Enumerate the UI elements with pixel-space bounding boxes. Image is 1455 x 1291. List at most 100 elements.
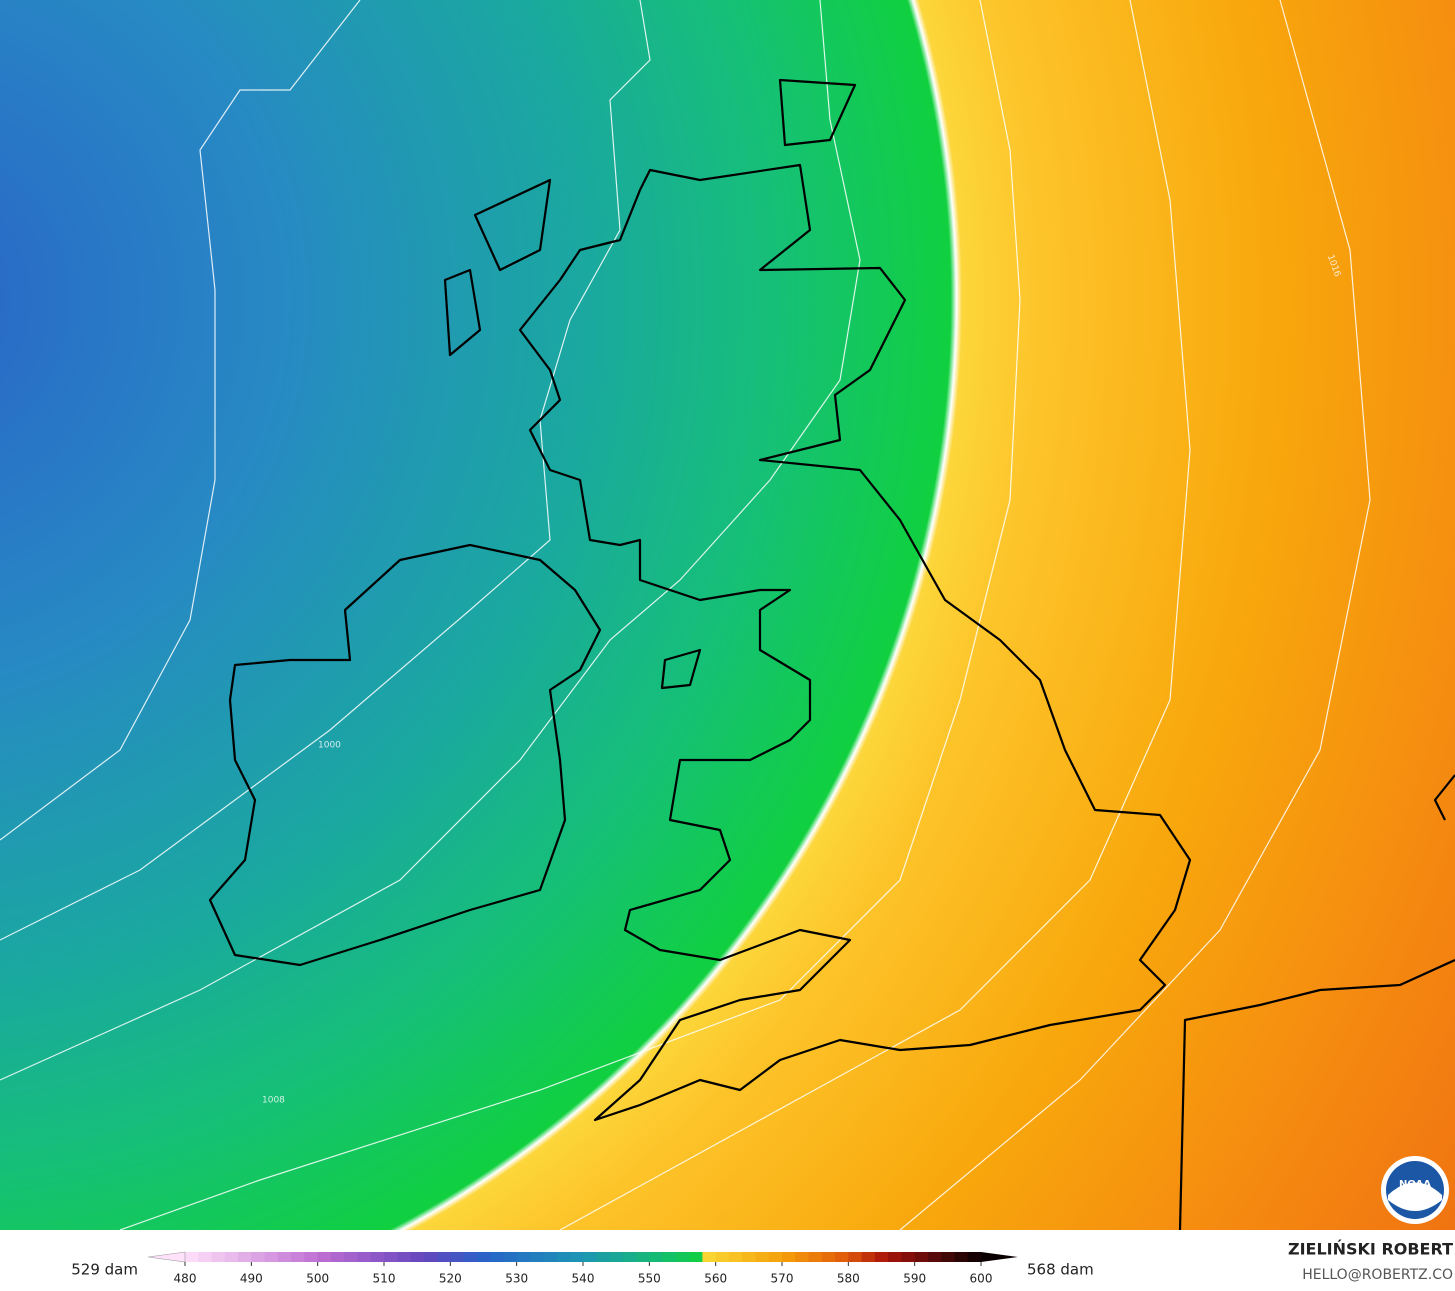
isobar xyxy=(0,0,861,1081)
isobars: 1000 1008 1016 xyxy=(0,0,1370,1230)
colorbar-segment xyxy=(755,1252,770,1262)
colorbar-segment xyxy=(330,1252,345,1262)
colorbar-segment xyxy=(251,1252,266,1262)
continent-coast xyxy=(1178,958,1455,1231)
colorbar-tick-label: 540 xyxy=(572,1272,595,1286)
colorbar-segment xyxy=(423,1252,438,1262)
coastlines xyxy=(208,78,1455,1231)
colorbar-segment xyxy=(583,1252,597,1262)
colorbar-segment xyxy=(198,1252,213,1262)
colorbar-segment xyxy=(476,1252,491,1262)
colorbar-segment xyxy=(264,1252,279,1262)
colorbar-tick-label: 490 xyxy=(240,1272,263,1286)
colorbar-segment xyxy=(357,1252,372,1262)
colorbar-segment xyxy=(370,1252,385,1262)
colorbar-tick-label: 530 xyxy=(505,1272,528,1286)
colorbar-tick-label: 550 xyxy=(638,1272,661,1286)
colorbar-segment xyxy=(728,1252,743,1262)
noaa-logo: NOAA xyxy=(1381,1156,1449,1224)
colorbar-tick-label: 480 xyxy=(174,1272,197,1286)
colorbar-extend-low xyxy=(147,1251,186,1263)
colorbar-segment xyxy=(649,1252,664,1262)
island-coast xyxy=(443,268,482,357)
colorbar-segment xyxy=(397,1252,412,1262)
colorbar-segment xyxy=(835,1252,849,1262)
colorbar-segment xyxy=(954,1252,969,1262)
colorbar-segment xyxy=(927,1252,942,1262)
colorbar-segment xyxy=(211,1252,226,1262)
isobar xyxy=(0,0,361,841)
logo-wave xyxy=(1388,1182,1442,1211)
colorbar-segment xyxy=(689,1252,703,1262)
island-coast xyxy=(778,78,857,147)
ireland-coast xyxy=(208,543,602,967)
colorbar-tick-label: 520 xyxy=(439,1272,462,1286)
colorbar-segment xyxy=(437,1252,451,1262)
colorbar-segment xyxy=(277,1252,292,1262)
colorbar-tick-label: 570 xyxy=(771,1272,794,1286)
credit-email: HELLO@ROBERTZ.CO xyxy=(1302,1267,1453,1283)
colorbar-segment xyxy=(848,1252,863,1262)
colorbar-segment xyxy=(556,1252,571,1262)
colorbar-segment xyxy=(808,1252,823,1262)
isobar xyxy=(559,0,1191,1231)
colorbar-segment xyxy=(914,1252,929,1262)
colorbar-segment xyxy=(795,1252,810,1262)
colorbar-segment xyxy=(463,1252,478,1262)
colorbar-tick-label: 510 xyxy=(373,1272,396,1286)
colorbar-segment xyxy=(901,1252,916,1262)
colorbar-segment xyxy=(317,1252,332,1262)
colorbar-segment xyxy=(715,1252,730,1262)
colorbar-min-label: 529 dam xyxy=(71,1261,138,1279)
britain-coast xyxy=(518,163,1192,1122)
colorbar-segment xyxy=(185,1252,199,1262)
colorbar-tick-label: 580 xyxy=(837,1272,860,1286)
colorbar-segment xyxy=(702,1252,717,1262)
colorbar-tick-label: 600 xyxy=(970,1272,993,1286)
colorbar-segment xyxy=(622,1252,637,1262)
colorbar-segment xyxy=(238,1252,252,1262)
colorbar-tick-label: 500 xyxy=(306,1272,329,1286)
colorbar-max-label: 568 dam xyxy=(1027,1261,1094,1279)
colorbar-segment xyxy=(874,1252,889,1262)
isobar-label: 1000 xyxy=(318,741,341,751)
colorbar-segment xyxy=(224,1252,239,1262)
colorbar-segment xyxy=(450,1252,465,1262)
colorbar-segment xyxy=(516,1252,531,1262)
colorbar-segment xyxy=(596,1252,611,1262)
colorbar-segment xyxy=(782,1252,796,1262)
colorbar-segment xyxy=(768,1252,783,1262)
colorbar-segment xyxy=(490,1252,504,1262)
colorbar-segment xyxy=(529,1252,544,1262)
colorbar-segment xyxy=(967,1252,982,1262)
colorbar-segment xyxy=(503,1252,518,1262)
colorbar-segment xyxy=(384,1252,398,1262)
continent-coast xyxy=(1433,774,1455,821)
colorbar-segment xyxy=(291,1252,305,1262)
colorbar-segment xyxy=(569,1252,584,1262)
colorbar-segment xyxy=(636,1252,650,1262)
colorbar-extend-high xyxy=(981,1252,1018,1262)
island-coast xyxy=(660,648,702,690)
colorbar-segment xyxy=(861,1252,876,1262)
isobar-label: 1008 xyxy=(262,1096,285,1106)
colorbar: 529 dam 568 dam 480 490 500 510 520 530 540 550… xyxy=(71,1251,1094,1286)
colorbar-segment xyxy=(941,1252,955,1262)
credit-name: ZIELIŃSKI ROBERT xyxy=(1288,1240,1453,1259)
colorbar-segment xyxy=(344,1252,358,1262)
height-field xyxy=(0,0,1455,1230)
colorbar-segment xyxy=(888,1252,902,1262)
colorbar-tick-label: 560 xyxy=(704,1272,727,1286)
colorbar-segment xyxy=(742,1252,756,1262)
isobar xyxy=(899,0,1371,1231)
colorbar-segment xyxy=(543,1252,557,1262)
colorbar-segment xyxy=(410,1252,425,1262)
colorbar-segment xyxy=(609,1252,624,1262)
colorbar-tick-label: 590 xyxy=(903,1272,926,1286)
colorbar-segment xyxy=(821,1252,836,1262)
isobar xyxy=(119,0,1021,1231)
colorbar-segment xyxy=(675,1252,690,1262)
logo-text: NOAA xyxy=(1399,1179,1431,1190)
